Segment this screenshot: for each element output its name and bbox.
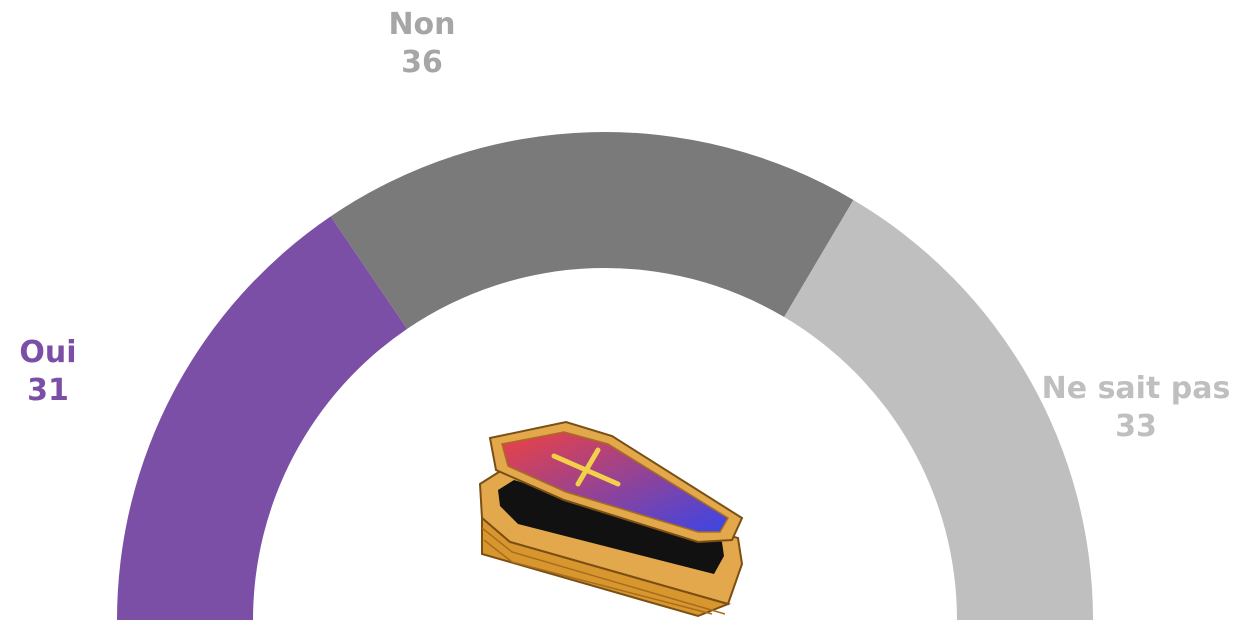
coffin-icon — [462, 414, 762, 624]
label-oui-name: Oui — [19, 335, 77, 370]
label-ne-sait-pas: Ne sait pas 33 — [1036, 370, 1236, 446]
label-ne-sait-pas-value: 33 — [1115, 409, 1157, 444]
coffin-svg — [478, 420, 744, 618]
label-non-name: Non — [388, 7, 456, 42]
slice-non — [330, 132, 854, 329]
slice-ne-sait-pas — [784, 199, 1093, 620]
label-oui-value: 31 — [27, 373, 69, 408]
coffin-wood-line-1 — [481, 527, 726, 615]
label-non-value: 36 — [401, 45, 443, 80]
coffin-interior — [498, 480, 724, 574]
label-oui: Oui 31 — [0, 334, 96, 410]
label-ne-sait-pas-name: Ne sait pas — [1041, 371, 1231, 406]
label-non: Non 36 — [352, 6, 492, 82]
donut-slices — [117, 132, 1093, 620]
coffin-wood-line-2 — [483, 539, 713, 615]
coffin-cross-horizontal — [575, 447, 601, 487]
slice-oui — [117, 216, 408, 620]
